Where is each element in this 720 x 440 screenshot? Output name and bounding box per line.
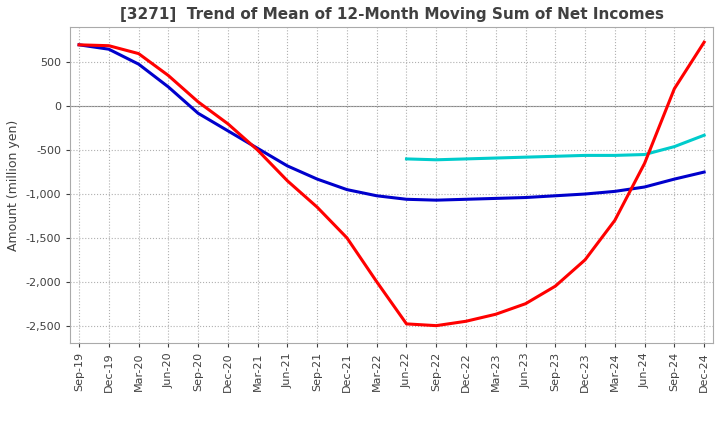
5 Years <box>75 42 84 48</box>
3 Years <box>462 319 470 324</box>
5 Years <box>611 189 619 194</box>
3 Years <box>224 121 233 126</box>
5 Years <box>104 47 113 52</box>
3 Years <box>164 73 173 78</box>
Line: 5 Years: 5 Years <box>79 45 704 200</box>
5 Years <box>521 195 530 200</box>
5 Years <box>194 110 202 116</box>
5 Years <box>313 176 322 182</box>
5 Years <box>492 196 500 201</box>
5 Years <box>253 146 262 151</box>
5 Years <box>581 191 590 197</box>
5 Years <box>135 62 143 67</box>
5 Years <box>372 193 381 198</box>
3 Years <box>521 301 530 306</box>
3 Years <box>194 99 202 105</box>
Title: [3271]  Trend of Mean of 12-Month Moving Sum of Net Incomes: [3271] Trend of Mean of 12-Month Moving … <box>120 7 664 22</box>
3 Years <box>640 161 649 166</box>
3 Years <box>313 205 322 210</box>
5 Years <box>700 169 708 175</box>
5 Years <box>224 128 233 133</box>
3 Years <box>75 42 84 48</box>
7 Years <box>402 156 411 161</box>
3 Years <box>611 218 619 223</box>
5 Years <box>164 84 173 90</box>
7 Years <box>581 153 590 158</box>
5 Years <box>670 176 679 182</box>
7 Years <box>670 144 679 149</box>
5 Years <box>462 197 470 202</box>
3 Years <box>135 51 143 56</box>
3 Years <box>492 312 500 317</box>
3 Years <box>432 323 441 328</box>
7 Years <box>521 154 530 160</box>
5 Years <box>283 163 292 169</box>
Line: 7 Years: 7 Years <box>407 135 704 160</box>
3 Years <box>343 235 351 241</box>
3 Years <box>104 43 113 48</box>
5 Years <box>432 198 441 203</box>
Line: 3 Years: 3 Years <box>79 42 704 326</box>
3 Years <box>670 86 679 92</box>
5 Years <box>402 197 411 202</box>
7 Years <box>551 154 559 159</box>
7 Years <box>432 157 441 162</box>
5 Years <box>640 184 649 190</box>
7 Years <box>700 132 708 138</box>
3 Years <box>372 279 381 284</box>
7 Years <box>640 152 649 157</box>
3 Years <box>253 147 262 153</box>
Y-axis label: Amount (million yen): Amount (million yen) <box>7 120 20 251</box>
3 Years <box>402 321 411 326</box>
7 Years <box>492 155 500 161</box>
3 Years <box>551 283 559 289</box>
3 Years <box>581 257 590 263</box>
7 Years <box>611 153 619 158</box>
5 Years <box>343 187 351 192</box>
5 Years <box>551 193 559 198</box>
3 Years <box>283 178 292 183</box>
7 Years <box>462 156 470 161</box>
3 Years <box>700 40 708 45</box>
